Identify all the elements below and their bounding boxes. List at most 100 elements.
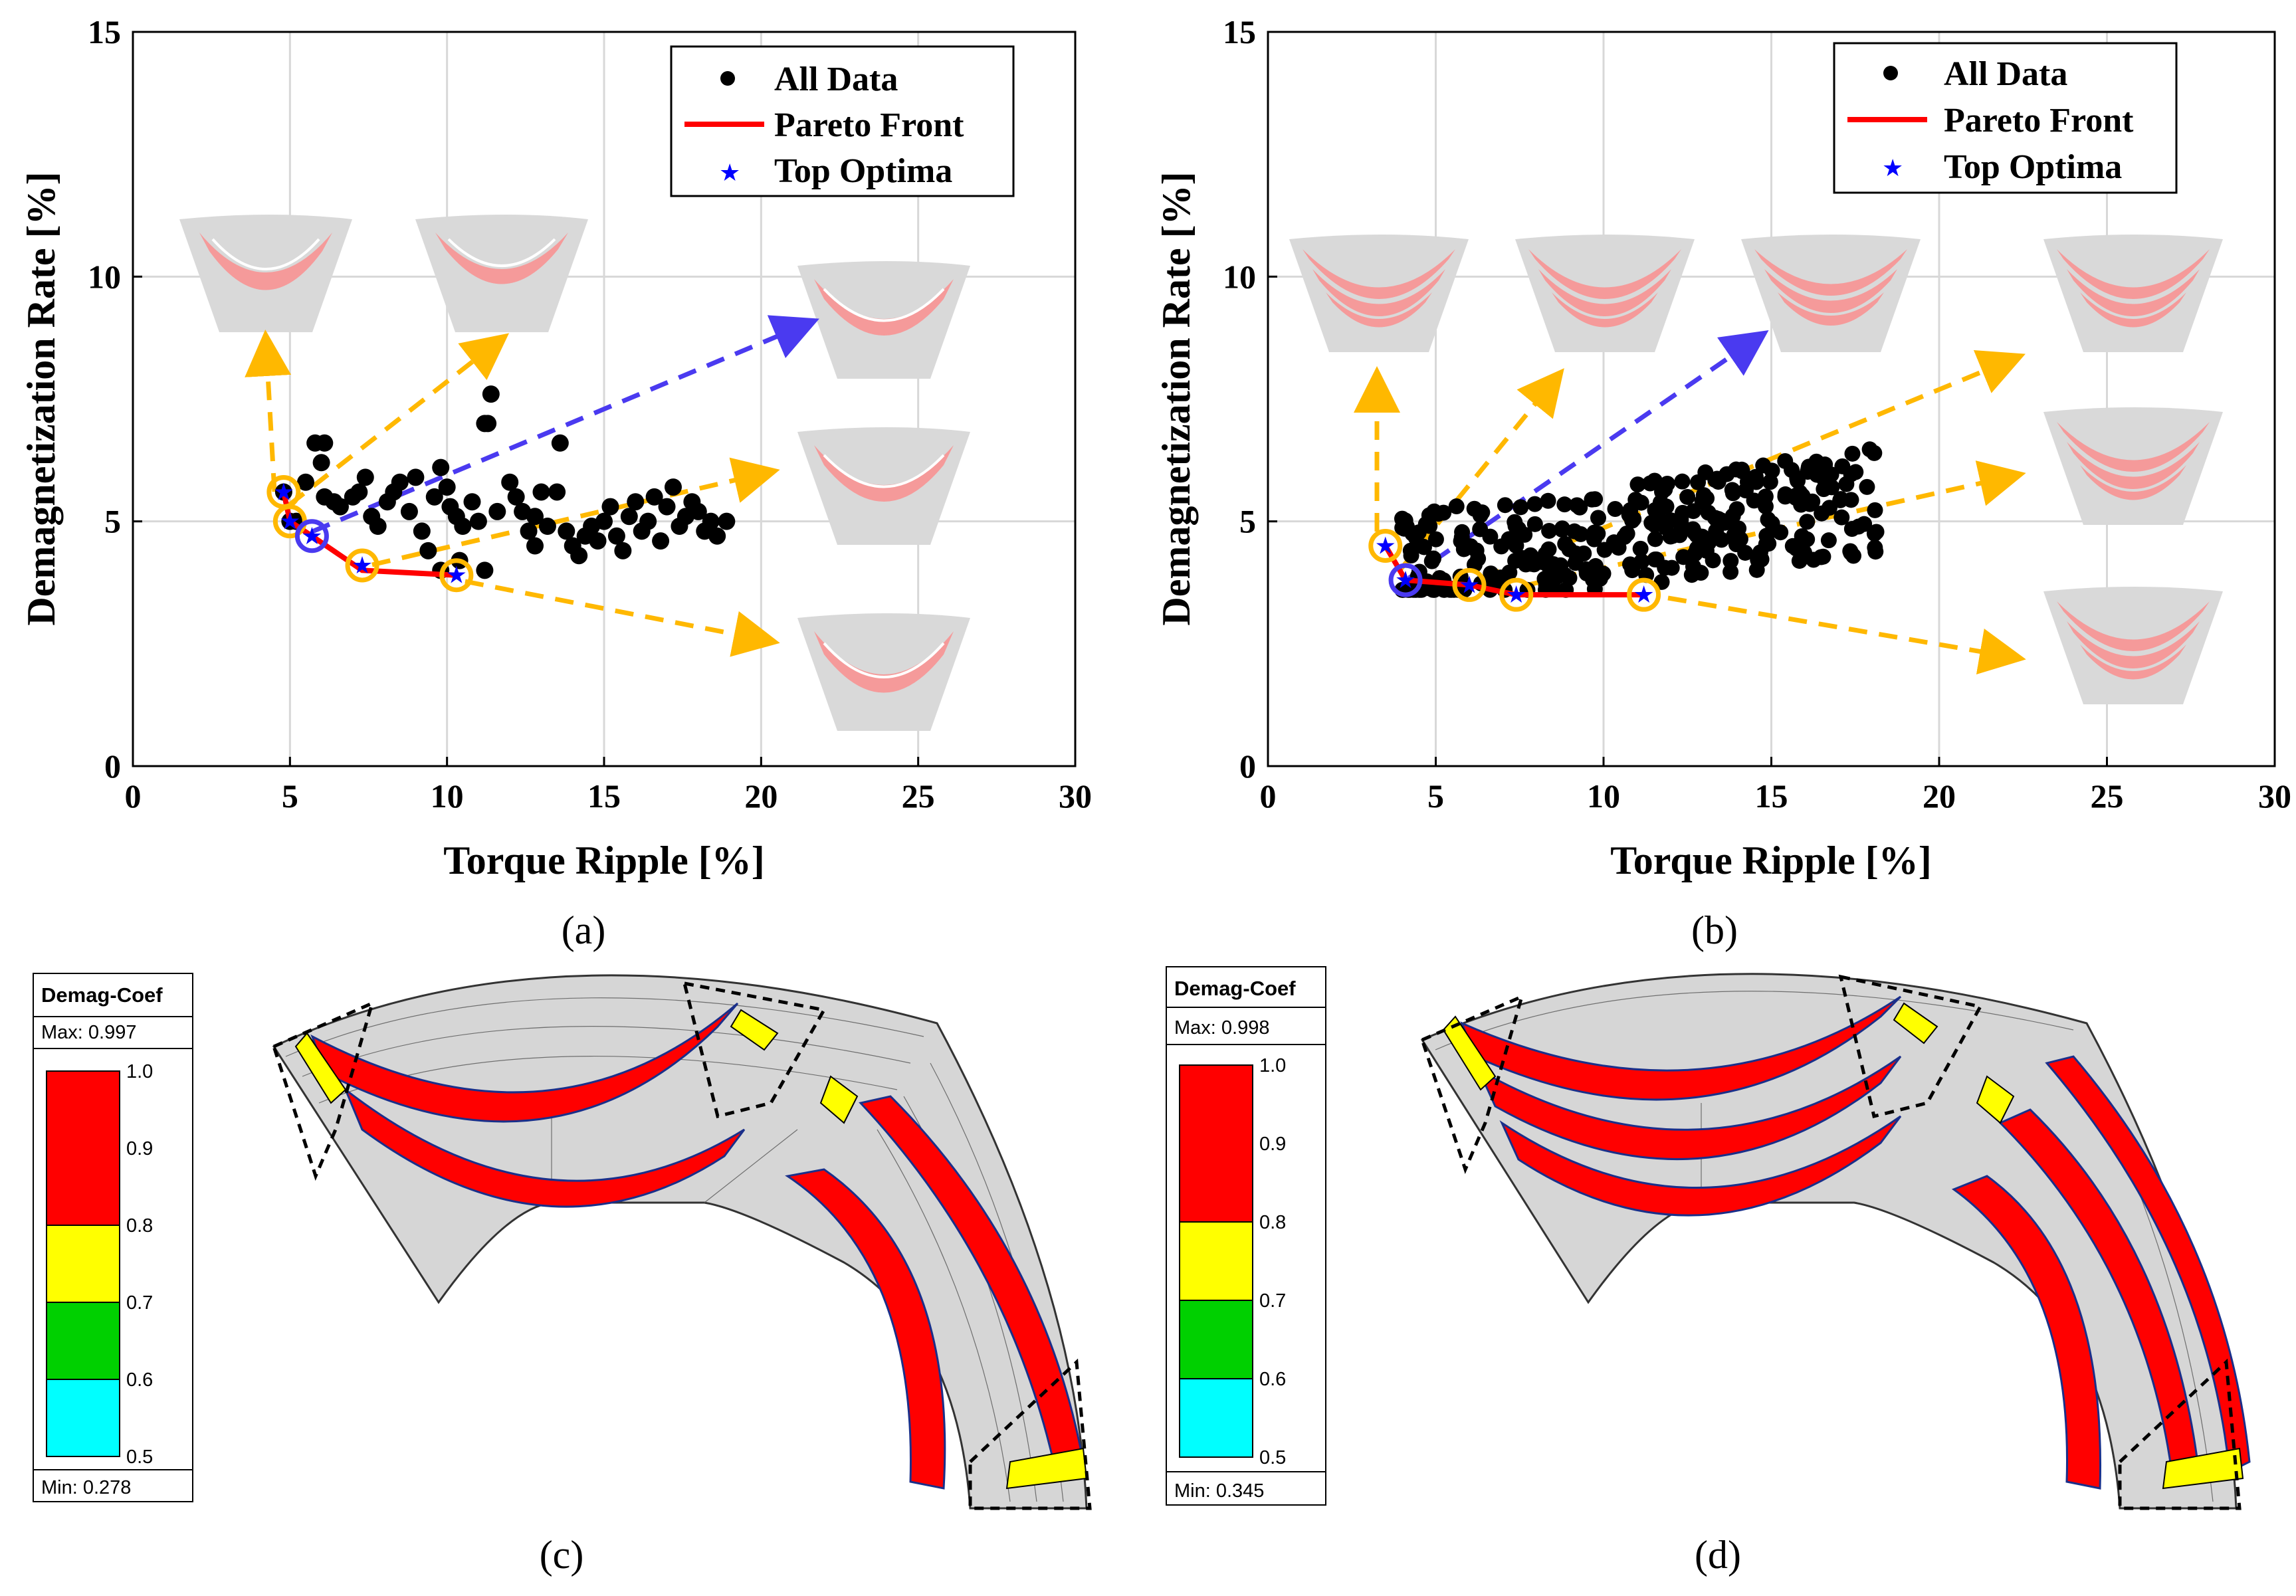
- data-point: [1497, 497, 1513, 514]
- data-point: [1713, 512, 1730, 529]
- legend-all-data-marker: [720, 71, 735, 86]
- top-optimum-star-icon: ★: [1633, 581, 1654, 609]
- demag-map-c: Demag-Coef Max: 0.997 Min: 0.278 1.0 0.9…: [33, 973, 1092, 1577]
- y-tick-label: 5: [104, 503, 121, 540]
- data-point: [1561, 541, 1578, 557]
- data-point: [1675, 549, 1692, 565]
- y-tick-label: 10: [1223, 258, 1256, 295]
- chart-b-ticks: 0 5 10 15 20 25 30 0 5 10 15: [1223, 13, 2291, 815]
- data-point: [1403, 548, 1419, 564]
- data-point: [652, 532, 670, 550]
- colorbar-tick: 1.0: [126, 1061, 153, 1082]
- rotor-thumbnail-icon: [2043, 235, 2223, 352]
- y-tick-label: 15: [1223, 13, 1256, 50]
- data-point: [1728, 501, 1745, 518]
- arrow: [1667, 595, 2026, 675]
- chart-b: 0 5 10 15 20 25 30 0 5 10 15: [1154, 13, 2291, 952]
- chart-a-ylabel: Demagnetization Rate [%]: [19, 171, 63, 625]
- data-point: [1737, 544, 1754, 561]
- data-point: [419, 542, 437, 559]
- rotor-thumbnail-icon: [179, 215, 352, 332]
- data-point: [1728, 533, 1744, 549]
- top-optimum-star-icon: ★: [273, 478, 294, 506]
- data-point: [595, 512, 613, 530]
- data-point: [532, 483, 550, 501]
- colorbar-tick: 0.9: [1259, 1134, 1286, 1155]
- y-tick-label: 5: [1239, 503, 1256, 540]
- arrow: [371, 457, 780, 567]
- data-point: [1576, 546, 1592, 562]
- data-point: [1483, 565, 1499, 582]
- data-point: [620, 508, 638, 526]
- x-tick-label: 10: [431, 777, 464, 815]
- data-point: [1755, 457, 1772, 474]
- colorbar-tick: 0.7: [1259, 1290, 1286, 1312]
- data-point: [1590, 510, 1606, 526]
- rotor-thumbnail-icon: [797, 613, 970, 731]
- colorbar-title: Demag-Coef: [1174, 977, 1296, 1000]
- x-tick-label: 20: [744, 777, 778, 815]
- data-point: [1663, 559, 1680, 576]
- data-point: [607, 527, 625, 545]
- data-point: [1788, 540, 1804, 557]
- data-point: [1607, 500, 1623, 517]
- colorbar-c: Demag-Coef Max: 0.997 Min: 0.278 1.0 0.9…: [33, 973, 193, 1502]
- optimum-highlight-ring: [1627, 577, 1661, 612]
- rotor-thumbnail-icon: [415, 215, 588, 332]
- chart-a-xlabel: Torque Ripple [%]: [443, 839, 764, 882]
- data-point: [1534, 553, 1550, 570]
- data-point: [391, 473, 409, 491]
- data-point: [1752, 544, 1768, 561]
- legend-all-data-label: All Data: [774, 60, 898, 98]
- data-point: [1758, 528, 1775, 544]
- data-point: [1501, 564, 1518, 581]
- data-point: [1572, 526, 1589, 542]
- data-point: [551, 434, 569, 452]
- y-tick-label: 15: [88, 13, 121, 50]
- colorbar-tick: 0.7: [126, 1292, 153, 1314]
- data-point: [589, 532, 607, 550]
- data-point: [614, 542, 632, 559]
- x-tick-label: 5: [282, 777, 298, 815]
- data-point: [1556, 567, 1573, 583]
- optimum-highlight-ring: [439, 558, 474, 593]
- optimum-highlight-ring: [1452, 567, 1487, 602]
- data-point: [1621, 556, 1638, 573]
- data-point: [1596, 542, 1613, 558]
- data-point: [413, 522, 431, 540]
- data-point: [1739, 474, 1756, 490]
- x-tick-label: 5: [1427, 777, 1444, 815]
- optimum-highlight-ring: [1368, 529, 1403, 563]
- chart-b-xlabel: Torque Ripple [%]: [1610, 839, 1931, 882]
- data-point: [507, 488, 525, 506]
- data-point: [1867, 544, 1884, 560]
- data-point: [627, 493, 645, 511]
- top-optimum-star-icon: ★: [352, 552, 373, 579]
- top-optimum-star-icon: ★: [1395, 567, 1416, 594]
- data-point: [1724, 482, 1740, 498]
- data-point: [331, 498, 349, 516]
- data-point: [1585, 571, 1602, 588]
- data-point: [1813, 549, 1829, 565]
- data-point: [296, 473, 314, 491]
- data-point: [1787, 488, 1804, 504]
- data-point: [708, 527, 726, 545]
- data-point: [1844, 445, 1861, 462]
- x-tick-label: 25: [2091, 777, 2124, 815]
- data-point: [454, 518, 472, 536]
- colorbar-title: Demag-Coef: [41, 983, 163, 1007]
- data-point: [482, 385, 500, 403]
- optimum-highlight-ring: [294, 519, 329, 553]
- data-point: [1833, 509, 1850, 526]
- y-tick-label: 0: [1239, 748, 1256, 785]
- data-point: [1624, 512, 1641, 529]
- data-point: [538, 518, 556, 536]
- data-point: [1643, 514, 1660, 531]
- legend-star-icon: ★: [719, 159, 740, 187]
- data-point: [1861, 441, 1878, 458]
- data-point: [1482, 528, 1499, 545]
- chart-a: 0 5 10 15 20 25 30 0 5 10 15: [19, 13, 1092, 952]
- top-optimum-star-icon: ★: [301, 523, 322, 550]
- legend-all-data-label: All Data: [1944, 55, 2067, 93]
- pareto-front-line: [280, 491, 457, 578]
